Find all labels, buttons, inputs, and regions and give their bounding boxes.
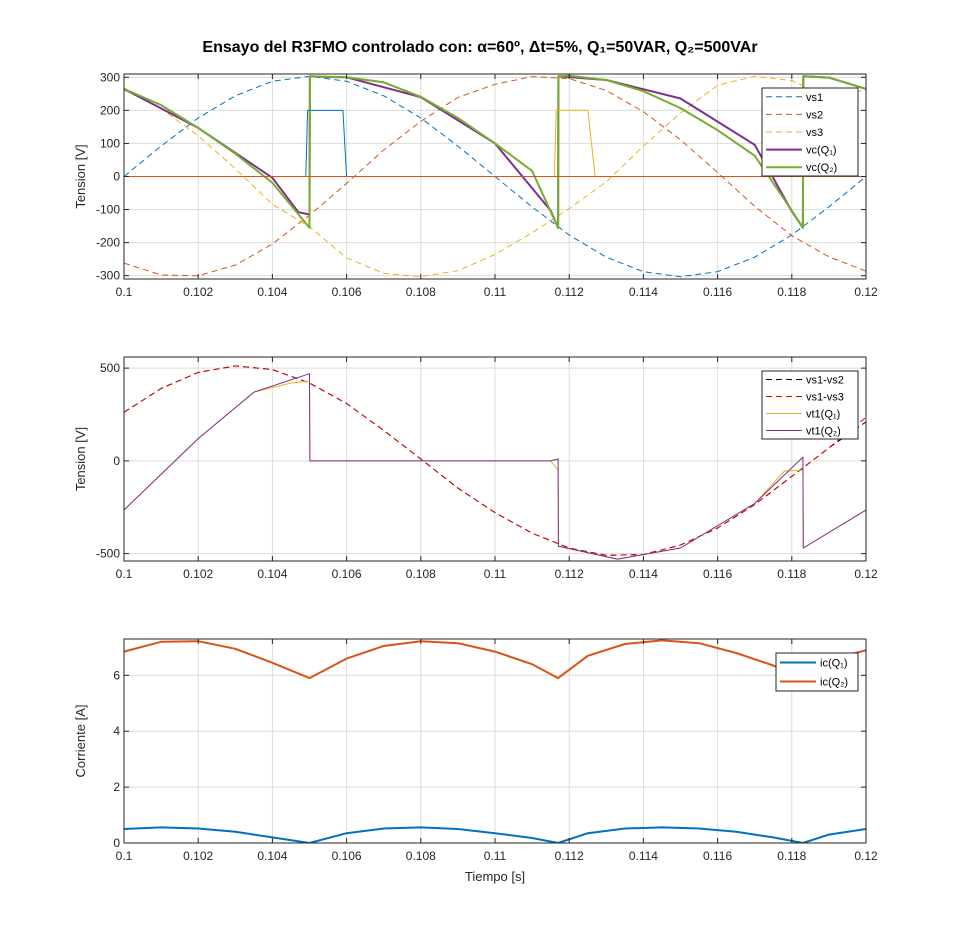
y-tick-label: 6 (113, 668, 120, 682)
y-tick-label: -300 (96, 269, 120, 283)
series-line-vt1Q (124, 373, 866, 560)
series-line-icQ (124, 639, 866, 680)
legend-label: vt1(Q₂) (806, 426, 841, 438)
legend-label: vt1(Q₁) (806, 409, 840, 421)
legend-label: vs1 (806, 92, 823, 104)
legend: vs1 vs2 vs3 vc(Q₁) vc(Q₂) (761, 87, 859, 177)
figure-title: Ensayo del R3FMO controlado con: α=60º, … (202, 39, 757, 56)
series-line-vs3 (124, 75, 866, 278)
legend-label: vs1-vs2 (806, 375, 844, 387)
subplot-1: 0.1 0.102 0.104 0.106 0.108 0.11 0.112 0.114 0.1… (73, 70, 878, 299)
x-tick-label: 0.104 (257, 285, 287, 299)
legend-label: ic(Q₁) (820, 658, 848, 670)
x-tick-label: 0.116 (703, 849, 732, 863)
legend-box (775, 652, 859, 692)
x-tick-label: 0.118 (777, 567, 806, 581)
x-tick-label: 0.102 (183, 567, 213, 581)
x-tick-label: 0.11 (484, 849, 507, 863)
y-tick-label: 300 (100, 70, 120, 84)
y-tick-label: -500 (96, 547, 120, 561)
x-tick-label: 0.1 (116, 285, 133, 299)
x-tick-label: 0.112 (555, 567, 584, 581)
x-tick-label: 0.116 (703, 567, 732, 581)
x-tick-label: 0.11 (484, 285, 507, 299)
y-tick-label: 0 (113, 836, 120, 850)
legend-label: vs3 (806, 127, 823, 139)
plots-group: 0.1 0.102 0.104 0.106 0.108 0.11 0.112 0.114 0.1… (73, 70, 878, 884)
series-line-aux-6 (553, 109, 596, 177)
x-tick-label: 0.104 (257, 849, 287, 863)
y-tick-label: 200 (100, 103, 120, 117)
y-tick-label: 0 (113, 170, 120, 184)
x-tick-label: 0.1 (116, 567, 133, 581)
legend-label: vs2 (806, 109, 823, 121)
x-tick-label: 0.12 (854, 285, 878, 299)
series-line-vcQ (124, 74, 866, 229)
y-axis-label: Corriente [A] (73, 705, 88, 778)
legend: ic(Q₁) ic(Q₂) (775, 652, 859, 692)
x-axis-label: Tiempo [s] (465, 869, 525, 884)
y-axis-label: Tension [V] (73, 144, 88, 208)
x-tick-label: 0.11 (484, 567, 507, 581)
y-tick-label: 500 (100, 361, 120, 375)
series-line-vs2 (124, 76, 866, 277)
y-tick-label: 2 (113, 780, 120, 794)
x-tick-label: 0.118 (777, 849, 806, 863)
series-group (124, 639, 866, 843)
x-tick-label: 0.114 (629, 285, 658, 299)
x-tick-label: 0.106 (332, 849, 362, 863)
x-tick-label: 0.112 (555, 285, 584, 299)
legend-label: vc(Q₁) (806, 145, 837, 157)
x-tick-label: 0.108 (406, 285, 436, 299)
y-axis-label: Tension [V] (73, 427, 88, 491)
x-tick-label: 0.108 (406, 849, 436, 863)
y-tick-label: -100 (96, 203, 120, 217)
legend-label: vs1-vs3 (806, 392, 844, 404)
series-line-icQ (124, 826, 866, 843)
subplot-3: 0.1 0.102 0.104 0.106 0.108 0.11 0.112 0.114 0.1… (73, 638, 878, 884)
x-tick-label: 0.106 (332, 567, 362, 581)
x-tick-label: 0.118 (777, 285, 806, 299)
x-tick-label: 0.102 (183, 849, 213, 863)
y-tick-label: 4 (113, 724, 120, 738)
x-tick-label: 0.106 (332, 285, 362, 299)
legend: vs1-vs2 vs1-vs3 vt1(Q₁) vt1(Q₂) (761, 370, 859, 440)
y-tick-label: -200 (96, 236, 120, 250)
x-tick-label: 0.108 (406, 567, 436, 581)
y-tick-label: 0 (113, 454, 120, 468)
x-tick-label: 0.12 (854, 567, 878, 581)
legend-label: ic(Q₂) (820, 677, 848, 689)
legend-box (761, 370, 859, 440)
x-tick-label: 0.12 (854, 849, 878, 863)
legend-label: vc(Q₂) (806, 162, 837, 174)
x-tick-label: 0.114 (629, 567, 658, 581)
x-tick-label: 0.112 (555, 849, 584, 863)
series-group (124, 74, 866, 278)
series-line-vs1vs3 (124, 365, 866, 556)
y-tick-label: 100 (100, 136, 120, 150)
x-tick-label: 0.102 (183, 285, 213, 299)
x-tick-label: 0.114 (629, 849, 658, 863)
subplot-2: 0.1 0.102 0.104 0.106 0.108 0.11 0.112 0.114 0.1… (73, 356, 878, 581)
x-tick-label: 0.104 (257, 567, 287, 581)
series-group (124, 365, 866, 560)
x-tick-label: 0.1 (116, 849, 133, 863)
x-tick-label: 0.116 (703, 285, 732, 299)
